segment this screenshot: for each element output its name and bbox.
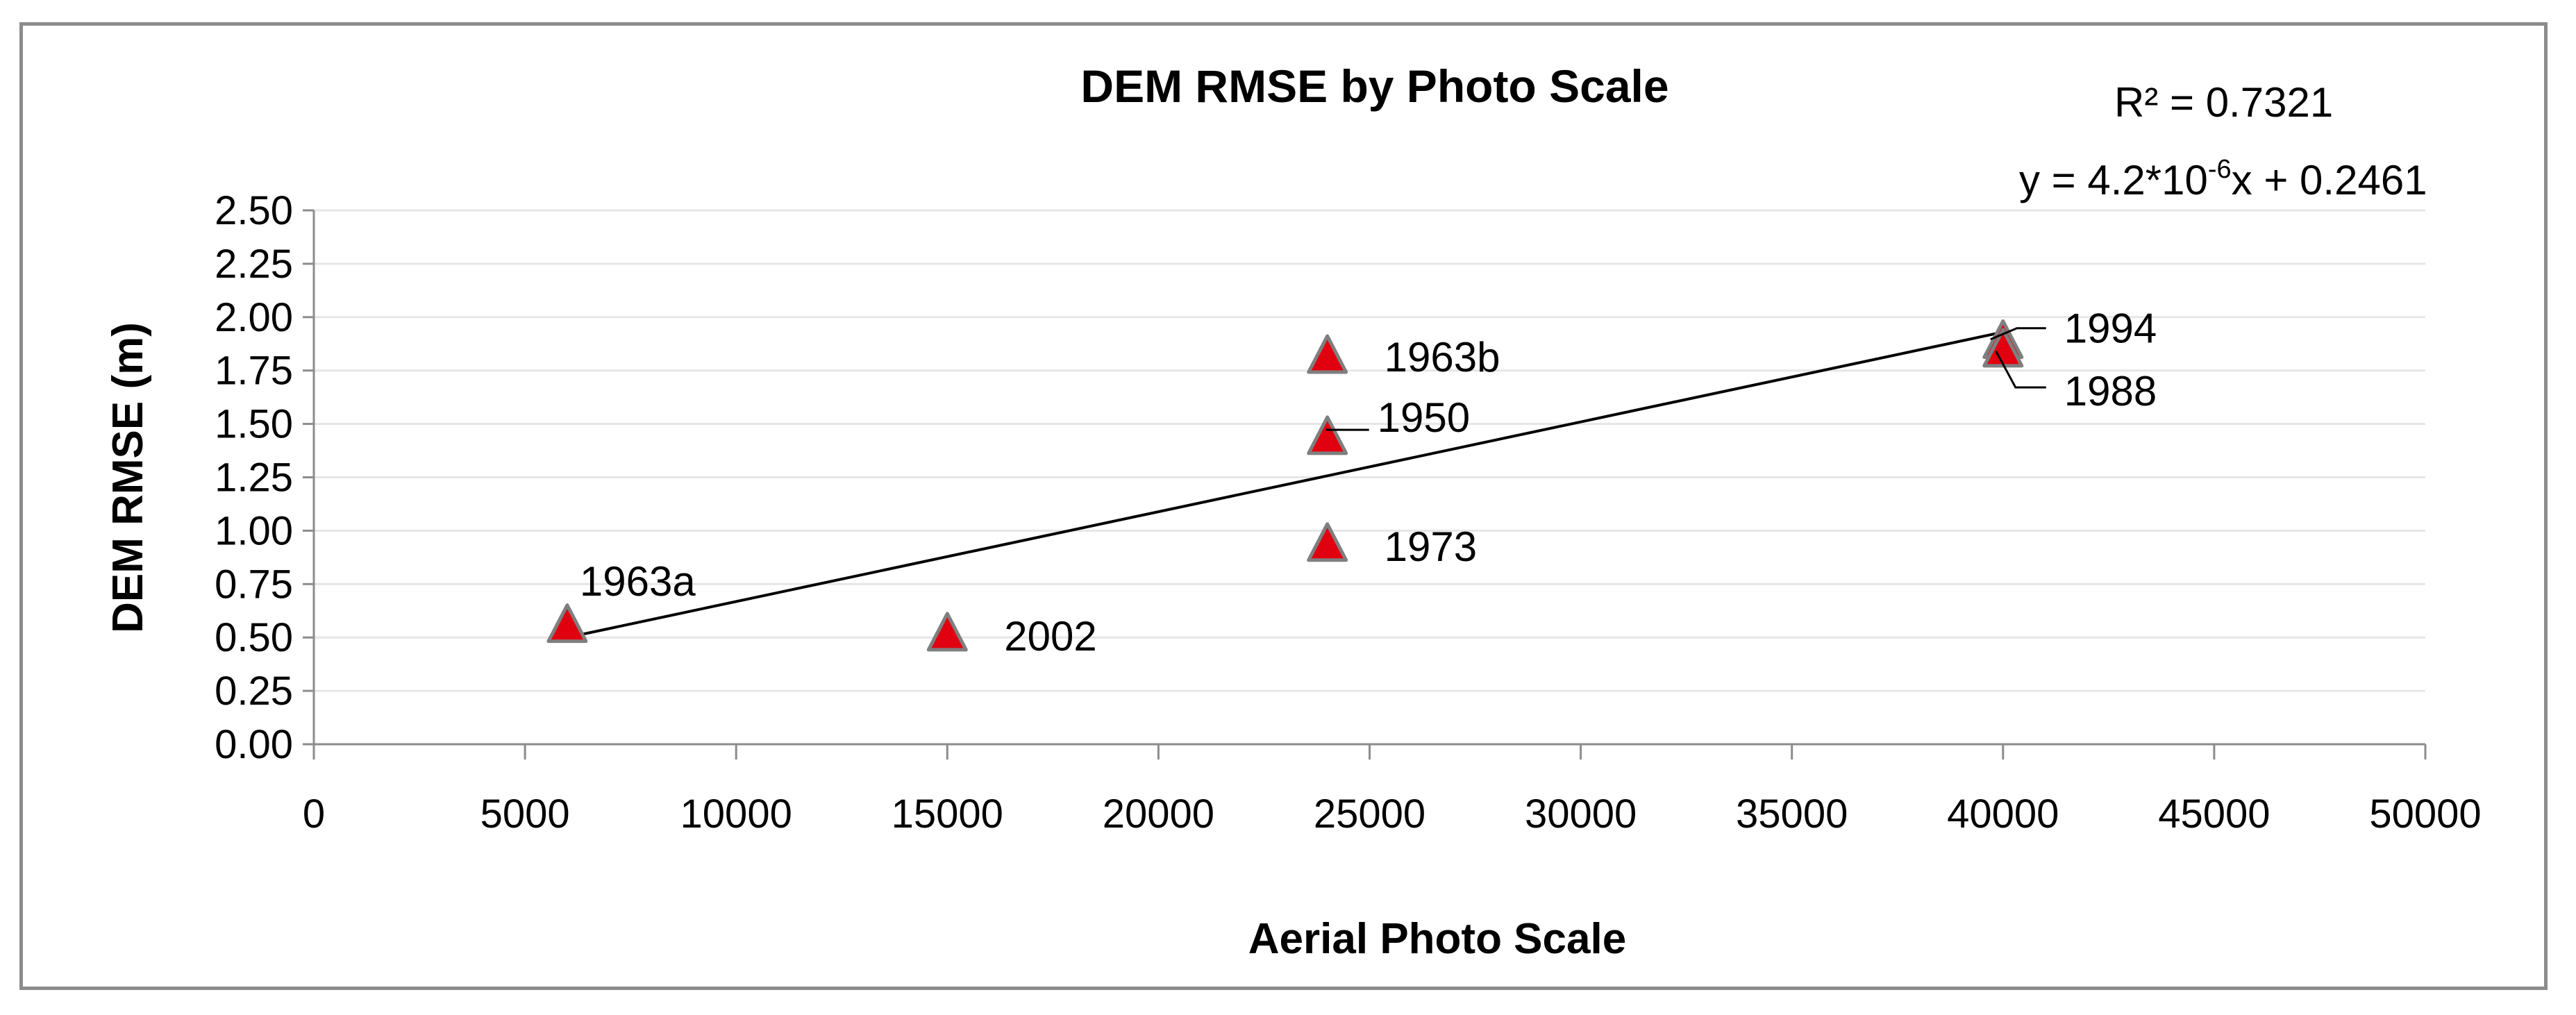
- chart-frame: [19, 22, 2548, 990]
- trendline: [567, 330, 2004, 639]
- y-tick-label: 1.25: [215, 455, 293, 501]
- grid-layer: [314, 209, 2425, 692]
- data-point: [546, 603, 588, 644]
- point-label: 1950: [1378, 394, 1470, 441]
- y-tick-label: 1.75: [215, 349, 293, 394]
- equation-right: x + 0.2461: [2232, 157, 2427, 203]
- data-point: [1307, 415, 1348, 455]
- y-tick-label: 0.25: [215, 669, 293, 714]
- trend-layer: [567, 330, 2004, 639]
- y-tick-label: 1.00: [215, 508, 293, 553]
- point-label: 1973: [1385, 523, 1477, 570]
- equation-left: y = 4.2*10: [2019, 157, 2208, 203]
- y-tick-label: 0.50: [215, 615, 293, 660]
- data-point: [1307, 334, 1348, 374]
- x-tick-label: 25000: [1314, 791, 1425, 837]
- point-label: 1994: [2064, 305, 2157, 352]
- regression-equation: y = 4.2*10-6x + 0.2461: [2019, 155, 2427, 203]
- data-point: [926, 612, 968, 652]
- y-tick-label: 0.75: [215, 562, 293, 607]
- point-label: 1988: [2064, 368, 2157, 414]
- x-tick-label: 45000: [2158, 791, 2270, 837]
- y-tick-label: 1.50: [215, 402, 293, 447]
- point-label: 2002: [1004, 613, 1096, 660]
- chart-title: DEM RMSE by Photo Scale: [1080, 60, 1668, 112]
- axis-layer: 0.00 0.25 0.50 0.75 1.00 1.25 1.50 1.75 2.00 2.25…: [215, 188, 2482, 837]
- x-tick-label: 20000: [1103, 791, 1214, 837]
- x-tick-label: 40000: [1947, 791, 2059, 837]
- x-tick-label: 50000: [2369, 791, 2481, 837]
- y-axis-title: DEM RMSE (m): [104, 322, 152, 633]
- x-tick-label: 0: [303, 791, 325, 837]
- x-axis-title: Aerial Photo Scale: [1248, 915, 1626, 963]
- y-tick-label: 2.00: [215, 295, 293, 340]
- y-tick-label: 2.50: [215, 188, 293, 233]
- label-leader-line: [1995, 351, 2046, 389]
- r-squared-annotation: R² = 0.7321: [2114, 79, 2333, 126]
- label-leader-line: [1990, 327, 2046, 341]
- y-tick-label: 0.00: [215, 722, 293, 767]
- label-layer: 1963a 2002 1963b 1950 1973 1994 1988: [580, 305, 2157, 660]
- equation-exponent: -6: [2208, 155, 2232, 184]
- x-tick-label: 15000: [892, 791, 1003, 837]
- x-tick-label: 30000: [1525, 791, 1637, 837]
- x-tick-label: 5000: [480, 791, 570, 837]
- y-tick-label: 2.25: [215, 242, 293, 287]
- x-tick-label: 35000: [1736, 791, 1848, 837]
- point-label: 1963b: [1385, 334, 1500, 380]
- point-label: 1963a: [580, 558, 696, 605]
- x-tick-label: 10000: [680, 791, 792, 837]
- point-layer: [546, 319, 2024, 652]
- data-point: [1307, 522, 1348, 562]
